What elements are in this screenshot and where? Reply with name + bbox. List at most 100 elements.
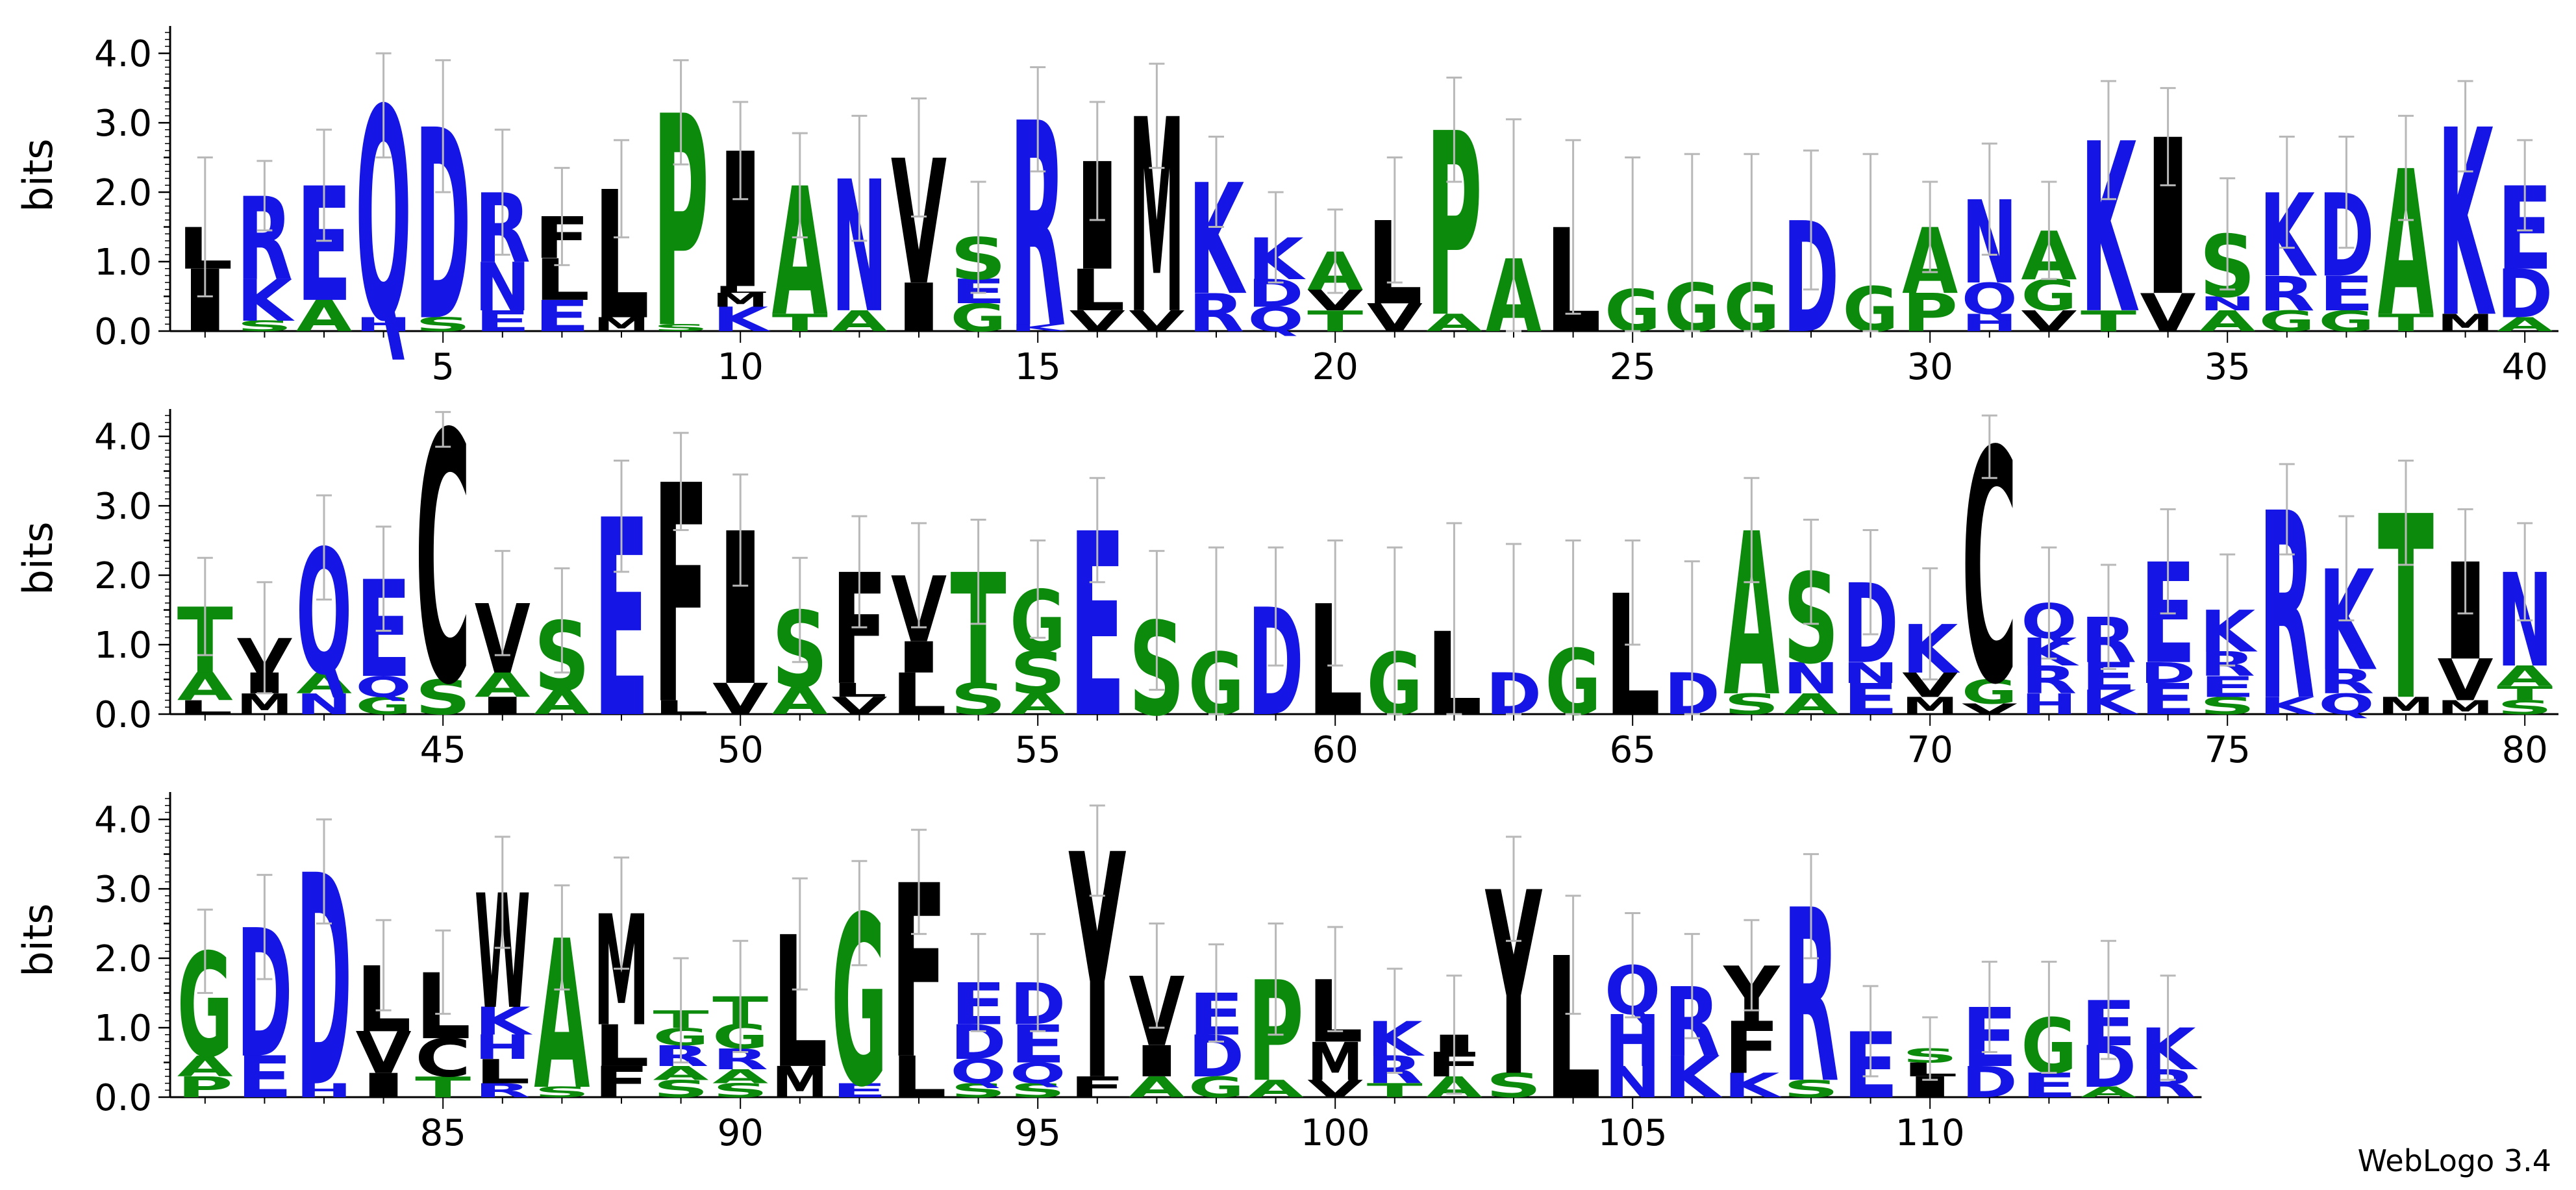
logo-column-55: ASG (1010, 539, 1066, 721)
residue-letter-A: A (772, 678, 828, 723)
residue-letter-V: V (2140, 282, 2196, 343)
y-tick-label: 3.0 (94, 486, 152, 528)
residue-letter-S: S (1010, 641, 1066, 707)
residue-letter-Q: Q (1962, 275, 2018, 324)
logo-column-109: E (1843, 985, 1899, 1119)
y-tick-label: 2.0 (94, 172, 152, 214)
logo-column-58: G (1188, 546, 1244, 735)
logo-column-85: TCL (415, 929, 471, 1104)
residue-letter-S: S (1010, 1080, 1066, 1102)
logo-column-77: QRK (2318, 515, 2377, 721)
residue-letter-L: L (891, 1044, 947, 1111)
logo-column-50: VI (712, 473, 769, 733)
residue-letter-A: A (1248, 1075, 1304, 1103)
x-tick-label: 5 (431, 346, 455, 388)
logo-column-87: SA (534, 884, 590, 1135)
logo-column-40: ADE (2497, 139, 2553, 336)
residue-letter-M: M (594, 314, 649, 336)
x-tick-label: 15 (1015, 346, 1061, 388)
logo-column-63: D (1486, 543, 1542, 728)
logo-column-83: HD (296, 814, 352, 1152)
residue-letter-E: E (2318, 266, 2374, 321)
residue-letter-L: L (653, 697, 709, 719)
logo-column-29: G (1843, 153, 1899, 346)
residue-letter-T: T (772, 309, 828, 337)
logo-column-69: END (1843, 529, 1899, 725)
logo-column-43: NAQ (296, 494, 353, 721)
logo-column-99: AP (1248, 923, 1304, 1113)
logo-column-2: SKR (236, 160, 295, 334)
logo-column-73: KER (2081, 564, 2139, 722)
residue-letter-A: A (177, 1050, 234, 1083)
x-tick-label: 70 (1907, 729, 1953, 771)
residue-letter-R: R (1188, 283, 1244, 343)
residue-letter-M: M (2438, 309, 2494, 337)
residue-letter-A: A (831, 304, 888, 338)
residue-letter-K: K (1902, 612, 1960, 689)
logo-column-27: G (1723, 153, 1779, 347)
y-tick-label: 1.0 (94, 242, 152, 284)
logo-column-96: FY (1068, 789, 1126, 1149)
logo-column-61: G (1367, 546, 1423, 735)
residue-letter-L: L (177, 697, 233, 719)
logo-column-103: SY (1484, 836, 1542, 1133)
y-tick-label: 0.0 (94, 1077, 152, 1119)
logo-column-33: TK (2081, 80, 2139, 366)
residue-letter-K: K (1010, 322, 1068, 333)
residue-letter-V: V (1307, 1075, 1363, 1103)
logo-column-97: AIV (1129, 923, 1185, 1104)
residue-letter-M: M (2378, 692, 2434, 720)
logo-column-104: L (1545, 895, 1601, 1143)
residue-letter-T: T (2081, 305, 2136, 338)
logo-column-25: G (1605, 156, 1660, 345)
residue-letter-K: K (2081, 93, 2139, 366)
logo-column-13: IV (891, 97, 947, 347)
x-tick-label: 55 (1015, 729, 1061, 771)
residue-letter-I: I (891, 269, 947, 347)
logo-column-67: SA (1723, 477, 1779, 747)
residue-letter-A: A (475, 666, 531, 704)
residue-letter-R: R (2318, 662, 2374, 701)
residue-letter-Q: Q (951, 1052, 1007, 1091)
logo-column-44: GQE (356, 525, 412, 720)
logo-column-32: VGA (2021, 180, 2077, 338)
residue-letter-R: R (2259, 266, 2315, 321)
logo-column-20: TVA (1307, 208, 1364, 338)
logo-column-105: NHQ (1605, 912, 1660, 1108)
y-tick-label: 3.0 (94, 869, 152, 911)
logo-column-100: VML (1307, 926, 1363, 1103)
residue-letter-M: M (712, 290, 768, 312)
y-tick-label: 1.0 (94, 625, 152, 667)
logo-column-92: EG (831, 860, 887, 1139)
logo-column-70: MVK (1902, 567, 1961, 720)
x-tick-label: 75 (2205, 729, 2251, 771)
residue-letter-F: F (594, 1058, 649, 1108)
logo-column-68: ANS (1783, 518, 1840, 721)
residue-letter-S: S (1723, 688, 1779, 721)
logo-column-71: VGC (1962, 385, 2018, 756)
residue-letter-N: N (1783, 654, 1839, 704)
residue-letter-S: S (534, 1084, 590, 1101)
residue-letter-A: A (1129, 1071, 1185, 1104)
logo-column-51: AS (772, 556, 828, 723)
x-tick-label: 40 (2502, 346, 2548, 388)
logo-column-1: IL (177, 156, 233, 352)
residue-letter-Q: Q (2318, 688, 2374, 721)
residue-letter-A: A (177, 665, 233, 710)
logo-column-56: E (1069, 477, 1125, 775)
residue-letter-V: V (1962, 701, 2018, 717)
residue-letter-G: G (1188, 1071, 1244, 1104)
y-axis-label-row-1: bits (14, 138, 62, 212)
logo-column-21: VL (1367, 156, 1423, 340)
y-tick-label: 1.0 (94, 1008, 152, 1050)
residue-letter-A: A (2497, 314, 2553, 336)
residue-letter-A: A (296, 667, 353, 700)
logo-column-98: GDE (1188, 943, 1244, 1104)
residue-letter-G: G (2259, 304, 2315, 338)
